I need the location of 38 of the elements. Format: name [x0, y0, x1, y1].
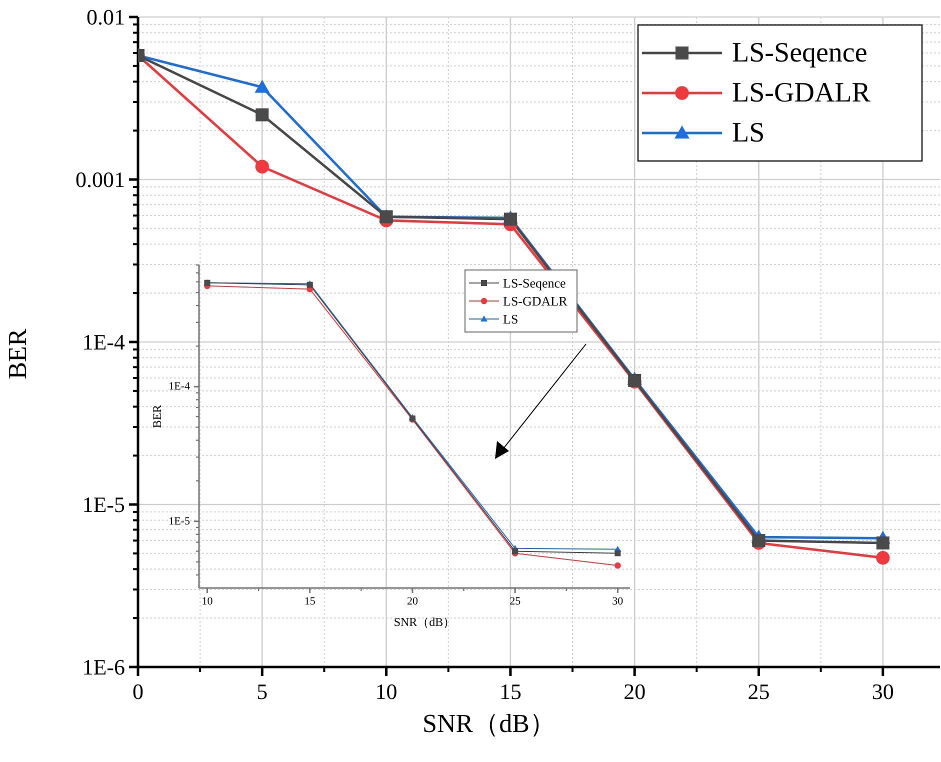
point: [876, 550, 890, 565]
point: [752, 534, 766, 548]
y-axis-title: BER: [3, 328, 32, 380]
y-tick-label: 1E-4: [168, 380, 190, 393]
x-axis-title: SNR（dB）: [422, 709, 556, 738]
legend-label: LS-Seqence: [503, 276, 566, 290]
y-tick-label: 1E-5: [168, 515, 190, 528]
legend-label: LS-GDALR: [503, 294, 568, 308]
x-tick-label: 5: [256, 679, 268, 704]
x-tick-label: 0: [132, 679, 144, 704]
x-tick-label: 30: [612, 596, 624, 608]
x-tick-label: 20: [406, 596, 418, 608]
y-tick-label: 1E-4: [82, 330, 125, 354]
y-tick-label: 0.01: [86, 4, 125, 30]
point: [504, 212, 517, 226]
point: [255, 160, 269, 174]
legend-label: LS: [732, 118, 765, 148]
x-tick-label: 15: [304, 596, 316, 608]
y-tick-label: 1E-6: [82, 654, 125, 680]
legend-label: LS-GDALR: [732, 78, 871, 108]
x-axis-title: SNR（dB）: [394, 615, 456, 629]
x-tick-label: 10: [375, 679, 398, 704]
x-tick-label: 10: [202, 596, 214, 608]
point: [614, 562, 621, 569]
x-tick-label: 25: [748, 679, 770, 704]
x-tick-label: 30: [872, 679, 894, 704]
y-tick-label: 0.001: [76, 167, 125, 192]
point: [256, 108, 269, 122]
legend-label: LS-Seqence: [732, 38, 868, 68]
point: [614, 550, 621, 556]
y-axis-title: BER: [150, 404, 164, 428]
point: [876, 536, 890, 550]
x-tick-label: 15: [499, 679, 522, 704]
x-tick-label: 20: [624, 679, 646, 704]
point: [254, 80, 270, 93]
x-tick-label: 25: [510, 596, 522, 608]
legend-label: LS: [503, 312, 518, 326]
y-tick-label: 1E-5: [82, 492, 125, 517]
